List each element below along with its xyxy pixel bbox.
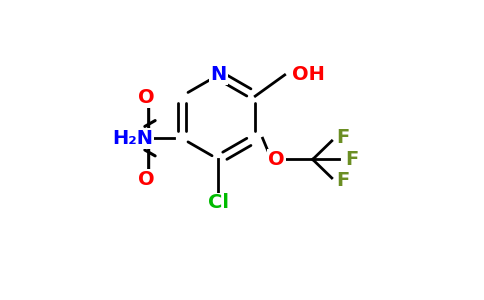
Text: O: O xyxy=(269,150,285,169)
Text: F: F xyxy=(336,128,349,147)
Text: F: F xyxy=(345,150,358,169)
Text: O: O xyxy=(138,170,154,189)
Text: H₂N: H₂N xyxy=(112,129,153,148)
Text: O: O xyxy=(138,88,154,107)
Text: N: N xyxy=(211,65,227,84)
Text: F: F xyxy=(336,171,349,190)
Text: OH: OH xyxy=(292,65,325,84)
Text: Cl: Cl xyxy=(208,194,229,212)
Text: S: S xyxy=(139,129,153,148)
